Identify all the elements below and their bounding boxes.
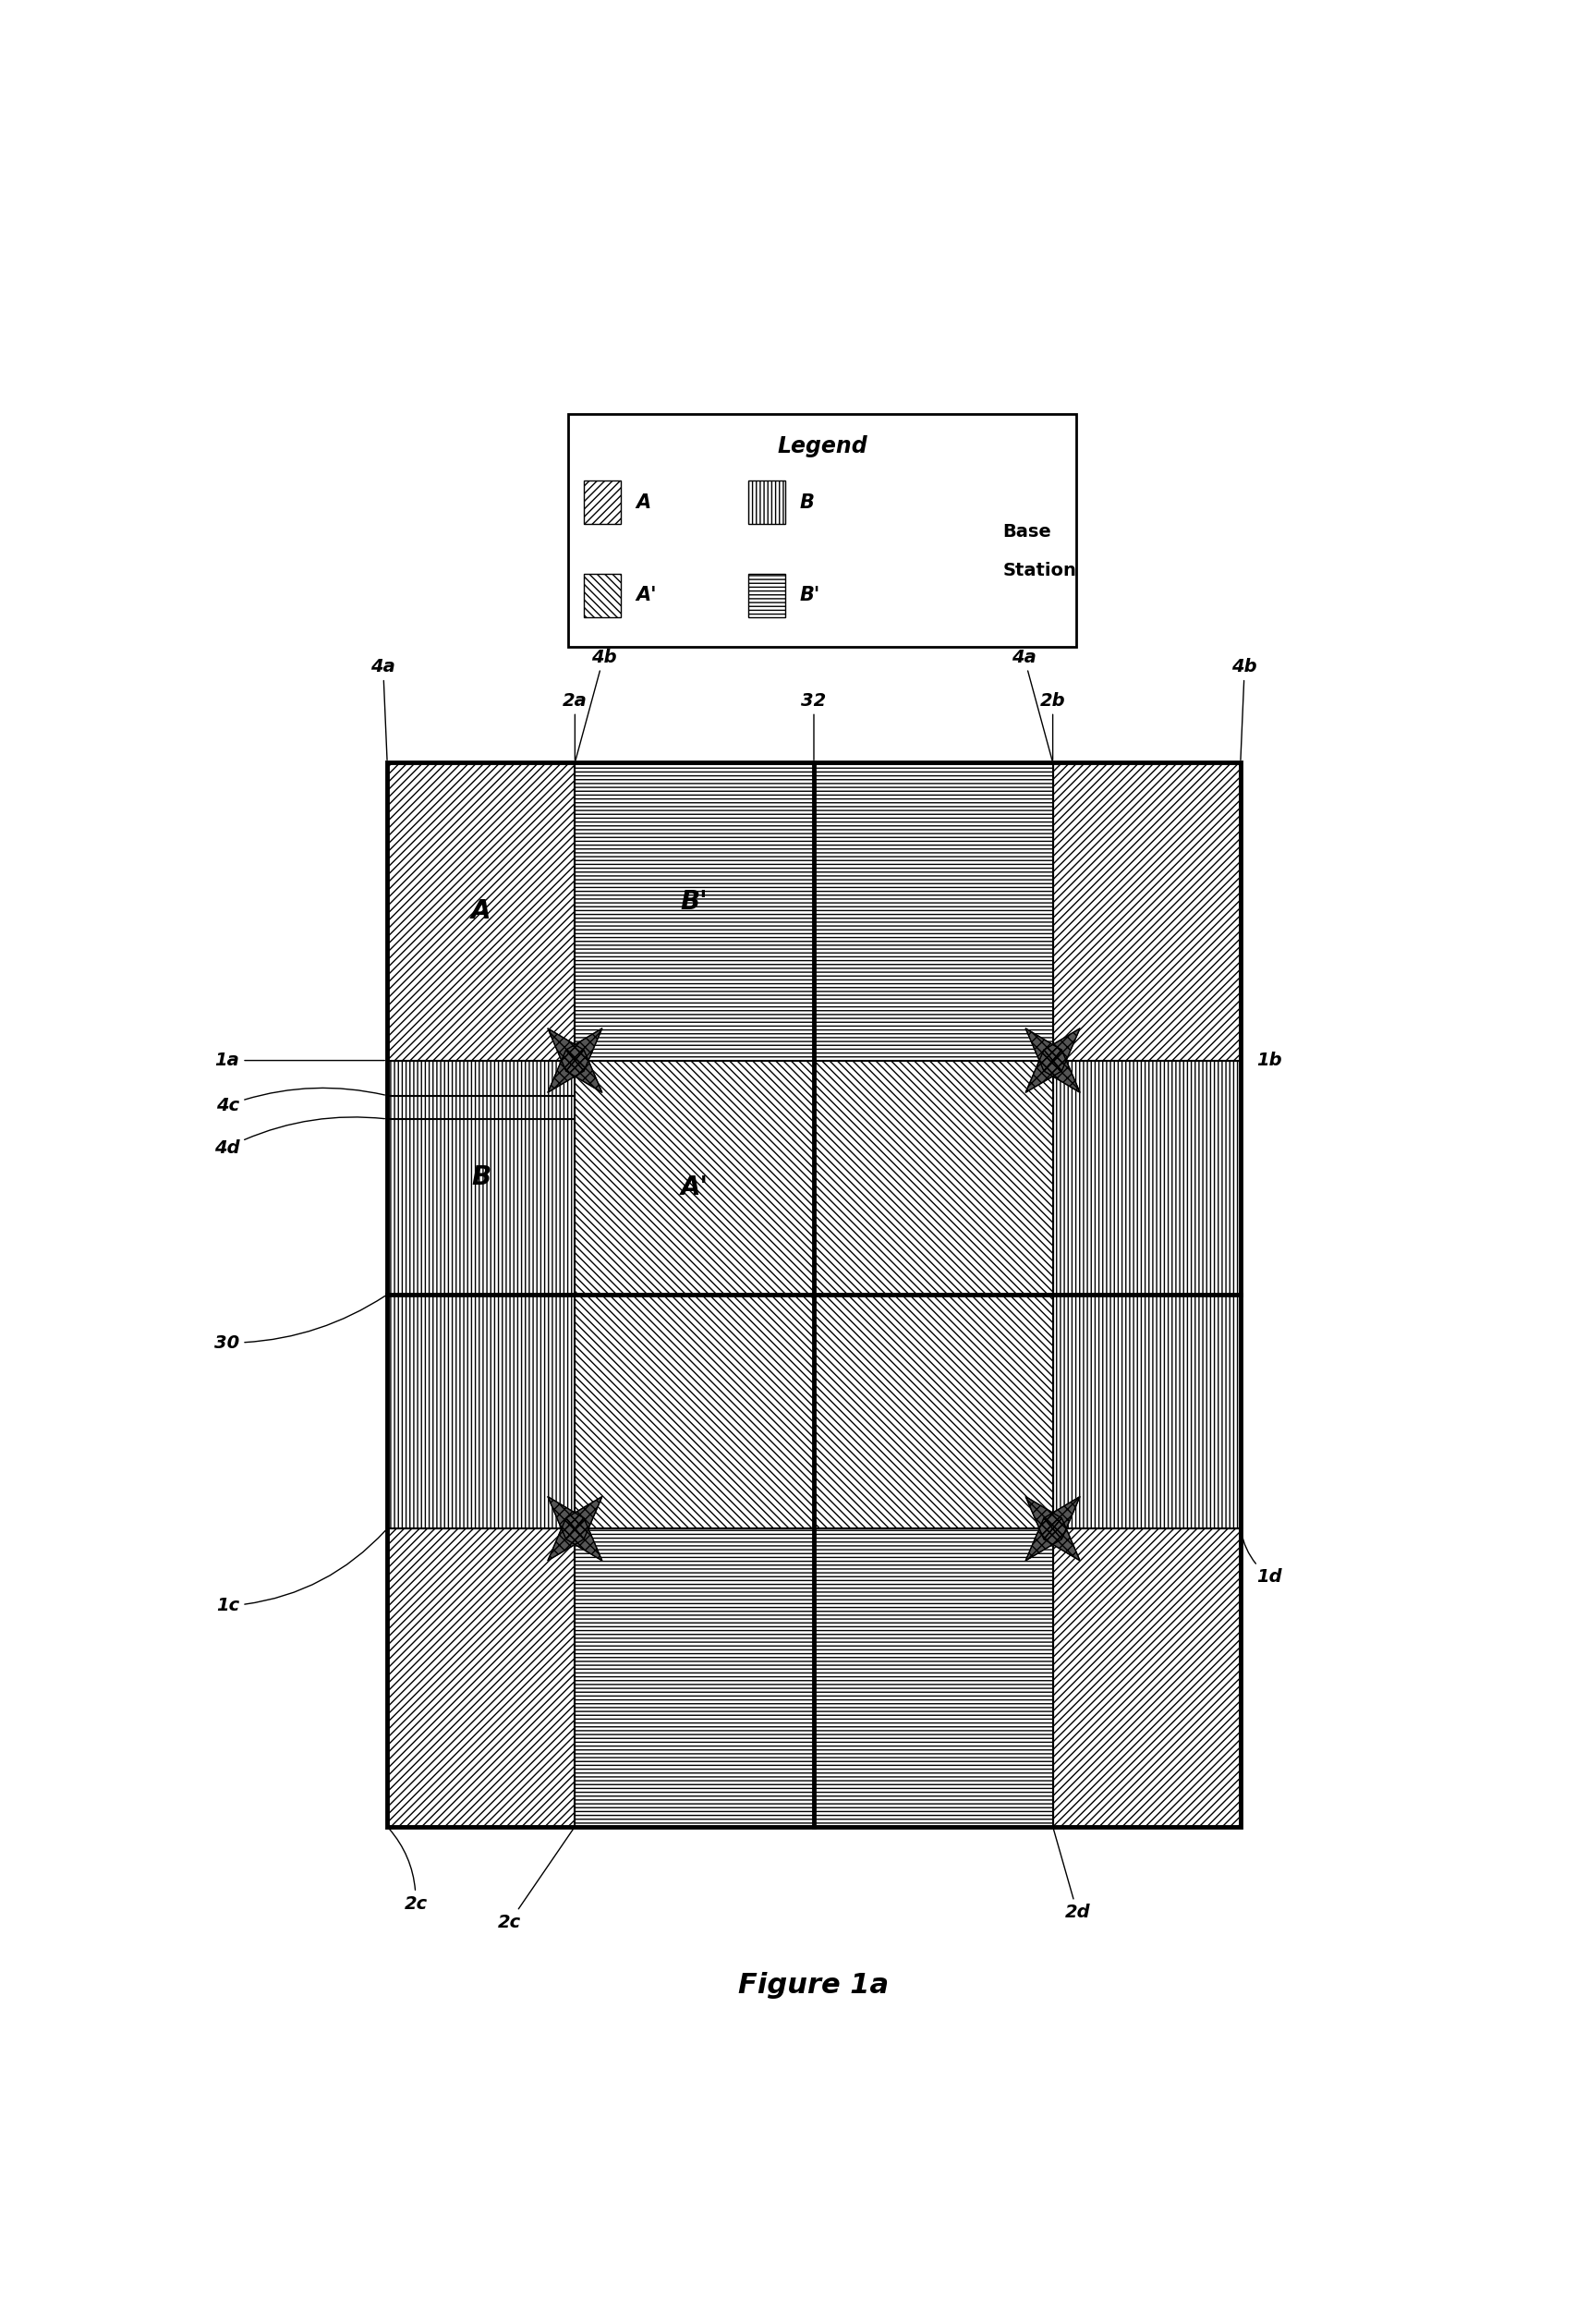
Polygon shape bbox=[1026, 1518, 1062, 1562]
Text: A: A bbox=[635, 493, 651, 511]
Text: 1a: 1a bbox=[214, 1053, 384, 1069]
Polygon shape bbox=[1043, 1030, 1080, 1071]
Polygon shape bbox=[1043, 1497, 1080, 1538]
Polygon shape bbox=[548, 1497, 584, 1538]
Text: B: B bbox=[800, 493, 815, 511]
Text: 4c: 4c bbox=[216, 1088, 384, 1113]
Text: Base: Base bbox=[1002, 523, 1051, 539]
Bar bbox=[569, 414, 1077, 646]
Polygon shape bbox=[1043, 1050, 1080, 1092]
Text: 2d: 2d bbox=[1053, 1829, 1089, 1922]
Bar bbox=[575, 1529, 1053, 1827]
Polygon shape bbox=[565, 1030, 602, 1071]
Text: 4a: 4a bbox=[370, 658, 395, 760]
Text: 1c: 1c bbox=[216, 1532, 386, 1615]
Bar bbox=[575, 1294, 1053, 1529]
Bar bbox=[1053, 1294, 1240, 1529]
Text: Figure 1a: Figure 1a bbox=[738, 1971, 889, 1999]
Polygon shape bbox=[548, 1518, 584, 1562]
Text: B: B bbox=[472, 1164, 491, 1190]
Bar bbox=[1053, 762, 1240, 1060]
Text: 32: 32 bbox=[802, 693, 826, 760]
Polygon shape bbox=[1043, 1518, 1080, 1562]
Bar bbox=[575, 762, 1053, 1060]
Text: 2c: 2c bbox=[389, 1829, 427, 1913]
Text: 30: 30 bbox=[214, 1297, 384, 1353]
Polygon shape bbox=[548, 1050, 584, 1092]
Text: A: A bbox=[472, 899, 491, 925]
Text: 4b: 4b bbox=[575, 648, 616, 760]
Bar bbox=[575, 1060, 1053, 1294]
Text: 1d: 1d bbox=[1240, 1532, 1283, 1585]
Text: A': A' bbox=[681, 1174, 708, 1199]
Polygon shape bbox=[1026, 1050, 1062, 1092]
Bar bbox=[584, 481, 621, 525]
Bar bbox=[1053, 1060, 1240, 1294]
Bar bbox=[1053, 1529, 1240, 1827]
Bar bbox=[387, 1529, 575, 1827]
Text: Station: Station bbox=[1002, 562, 1077, 579]
Text: 2b: 2b bbox=[1040, 693, 1066, 760]
Polygon shape bbox=[919, 528, 945, 555]
Text: B': B' bbox=[681, 888, 708, 916]
Bar bbox=[387, 762, 1240, 1827]
Polygon shape bbox=[565, 1497, 602, 1538]
Polygon shape bbox=[932, 541, 958, 572]
Text: 4d: 4d bbox=[214, 1118, 384, 1157]
Bar bbox=[748, 574, 784, 618]
Bar bbox=[387, 762, 575, 1060]
Text: 2c: 2c bbox=[497, 1829, 573, 1931]
Polygon shape bbox=[1026, 1497, 1062, 1538]
Text: A': A' bbox=[635, 586, 656, 604]
Bar bbox=[387, 1294, 575, 1529]
Polygon shape bbox=[548, 1030, 584, 1071]
Text: 4b: 4b bbox=[1232, 658, 1258, 760]
Bar bbox=[387, 1060, 575, 1294]
Polygon shape bbox=[919, 541, 945, 572]
Text: 4a: 4a bbox=[1012, 648, 1053, 760]
Text: Legend: Legend bbox=[777, 435, 867, 458]
Text: 2a: 2a bbox=[562, 693, 588, 760]
Polygon shape bbox=[932, 528, 958, 555]
Text: B': B' bbox=[800, 586, 821, 604]
Polygon shape bbox=[1026, 1030, 1062, 1071]
Polygon shape bbox=[565, 1050, 602, 1092]
Bar bbox=[748, 481, 784, 525]
Bar bbox=[584, 574, 621, 618]
Polygon shape bbox=[565, 1518, 602, 1562]
Text: 1b: 1b bbox=[1258, 1053, 1283, 1069]
